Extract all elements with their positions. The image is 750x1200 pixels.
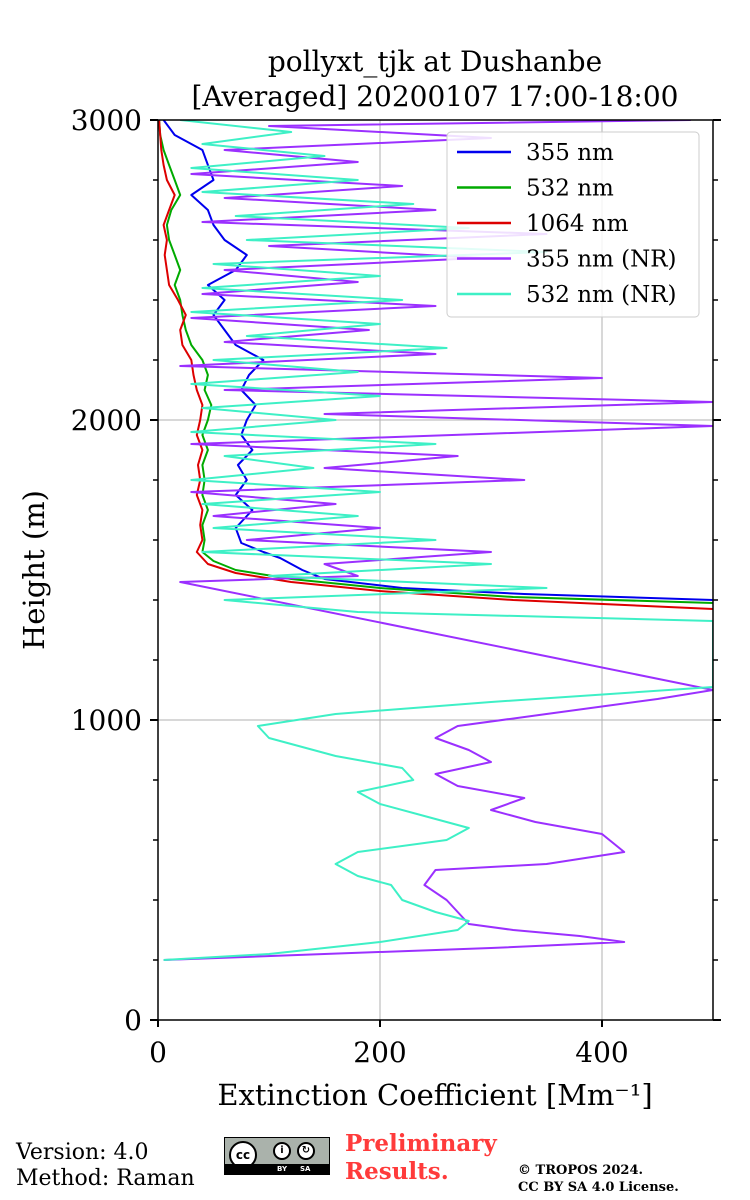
preliminary-label: Preliminary (345, 1130, 497, 1157)
series-line-0 (162, 120, 713, 601)
legend-label: 355 nm (NR) (526, 247, 677, 273)
cc-license-badge: cc i ↻ BY SA (224, 1137, 330, 1175)
legend-label: 532 nm (NR) (526, 282, 677, 308)
legend-box (446, 131, 700, 318)
sa-share-alike-icon: ↻ (297, 1142, 315, 1160)
legend: 355 nm 532 nm 1064 nm 355 nm (NR) 532 nm (NR… (446, 131, 700, 318)
x-tick-label: 0 (149, 1036, 167, 1069)
version-label: Version: 4.0 (16, 1140, 149, 1165)
y-tick-label: 1000 (71, 704, 142, 737)
x-tick-label: 400 (575, 1036, 628, 1069)
x-axis-label: Extinction Coefficient [Mm⁻¹] (217, 1078, 652, 1112)
cc-sa-label: SA (300, 1165, 311, 1173)
series-line-2 (158, 120, 713, 610)
legend-label: 532 nm (526, 176, 614, 202)
plot-frame (157, 119, 714, 1021)
cc-by-label: BY (277, 1165, 288, 1173)
chart-title-line2: [Averaged] 20200107 17:00-18:00 (192, 80, 679, 113)
chart-title-line1: pollyxt_tjk at Dushanbe (268, 45, 602, 78)
cc-badge-bar (225, 1164, 329, 1174)
license-label: CC BY SA 4.0 License. (518, 1180, 679, 1195)
x-tick-label: 200 (353, 1036, 406, 1069)
axis-ticks: 0 200 400 0 1000 2000 3000 (71, 104, 721, 1069)
method-label: Method: Raman (16, 1166, 195, 1191)
y-tick-label: 3000 (71, 104, 142, 137)
y-tick-label: 0 (124, 1004, 142, 1037)
legend-label: 355 nm (526, 140, 614, 166)
by-person-icon: i (273, 1142, 291, 1160)
results-label: Results. (345, 1158, 449, 1185)
y-axis-label: Height (m) (17, 490, 51, 650)
copyright-label: © TROPOS 2024. (518, 1163, 644, 1178)
y-tick-label: 2000 (71, 404, 142, 437)
legend-label: 1064 nm (526, 211, 629, 237)
